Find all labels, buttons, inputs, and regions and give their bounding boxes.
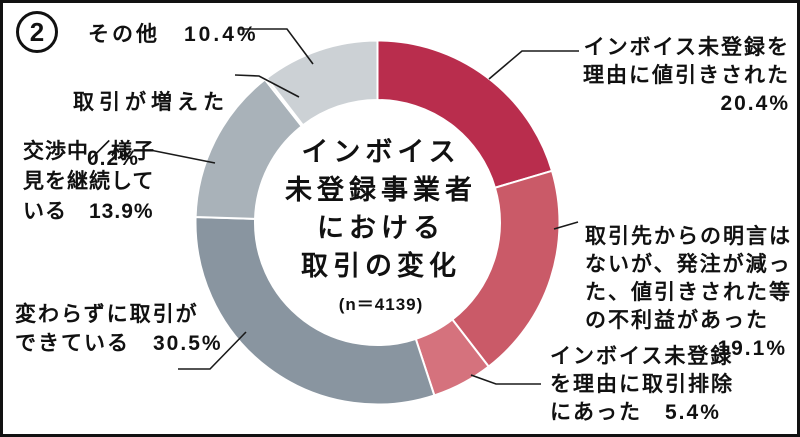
donut-chart [149, 28, 579, 406]
leader-lines [149, 28, 579, 385]
callout-disadvantage-value: 19.1% [717, 337, 787, 360]
chart-title-block: インボイス 未登録事業者 における 取引の変化 (n＝4139) [231, 133, 531, 315]
leader-line-negotiating [149, 149, 216, 164]
figure-number: 2 [29, 16, 45, 47]
callout-increased-value: 0.2% [87, 147, 139, 170]
leader-line-unchanged [178, 331, 247, 370]
callout-excluded: インボイス未登録 を理由に取引排除 にあった 5.4% [550, 345, 734, 424]
callout-disadvantage: 取引先からの明言は ないが、発注が減っ た、値引きされた等 の不利益があった 1… [585, 195, 797, 391]
donut-segment-7 [265, 39, 379, 127]
callout-discounted: インボイス未登録を 理由に値引きされた 20.4% [583, 36, 790, 115]
donut-segment-4 [194, 216, 436, 406]
callout-negotiating: 交渉中／様子 見を継続して いる 13.9% [23, 140, 155, 223]
leader-line-other [239, 28, 314, 65]
callout-unchanged: 変わらずに取引が できている 30.5% [15, 303, 223, 355]
leader-line-excluded [470, 374, 541, 385]
callout-other: その他 10.4% [88, 23, 259, 46]
callout-increased-label: 取引が増えた [73, 91, 229, 114]
leader-line-increased [234, 74, 300, 98]
donut-segments [194, 39, 561, 406]
callout-increased: 取引が増えた 0.2% [73, 61, 229, 201]
callout-disadvantage-label: 取引先からの明言は ないが、発注が減っ た、値引きされた等 の不利益があった [585, 225, 792, 332]
chart-title: インボイス 未登録事業者 における 取引の変化 [285, 137, 477, 281]
leader-line-disadvantage [553, 221, 579, 230]
leader-line-discounted [488, 50, 579, 80]
sample-size-label: (n＝4139) [338, 295, 424, 314]
figure-number-badge: 2 [16, 11, 58, 53]
